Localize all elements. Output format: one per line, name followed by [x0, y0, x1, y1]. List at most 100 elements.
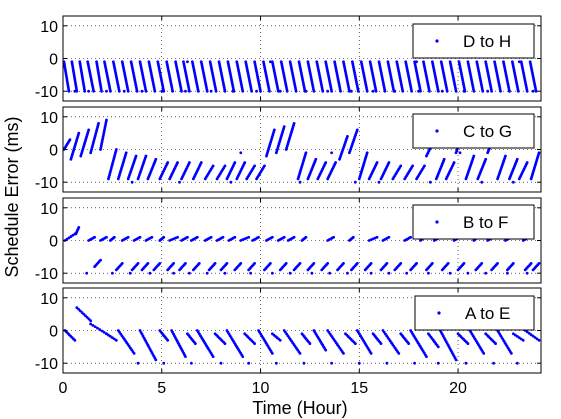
data-point [239, 261, 243, 265]
panel-d-to-h: -10 0 10 D to H [35, 15, 542, 102]
data-point [537, 338, 541, 342]
data-point [233, 235, 237, 239]
data-point [268, 89, 271, 93]
data-point [205, 271, 209, 275]
data-point [68, 138, 72, 142]
data-point [132, 351, 136, 355]
data-point [521, 338, 525, 342]
data-point [525, 89, 529, 93]
data-point [122, 89, 126, 93]
data-point [525, 330, 529, 334]
data-point [223, 342, 227, 345]
y-tick-label: -10 [35, 84, 58, 101]
legend-label: D to H [463, 32, 511, 51]
data-point [410, 89, 414, 93]
data-point [436, 361, 440, 365]
legend-label: A to E [465, 304, 510, 323]
data-point [112, 337, 116, 341]
data-point [413, 361, 416, 365]
x-tick-label: 10 [252, 380, 270, 397]
data-point [308, 342, 312, 345]
data-point [342, 351, 345, 355]
data-point [120, 261, 124, 265]
data-point [430, 261, 434, 265]
data-point [298, 180, 302, 184]
legend-marker [435, 129, 439, 133]
data-point [492, 361, 495, 365]
data-point [263, 164, 266, 168]
data-point [253, 164, 256, 168]
data-point [484, 271, 488, 275]
data-point [397, 351, 401, 355]
data-point [98, 328, 102, 331]
data-point [353, 342, 357, 345]
data-point [304, 89, 308, 93]
data-point [484, 157, 488, 161]
data-point [100, 89, 103, 93]
data-point [225, 261, 229, 265]
data-point [158, 261, 162, 265]
data-point [126, 235, 130, 239]
data-point [480, 261, 484, 265]
y-tick-label: 0 [49, 143, 58, 160]
legend-frame [414, 295, 535, 331]
data-point [209, 89, 213, 93]
data-point [355, 128, 359, 132]
data-point [134, 154, 138, 158]
data-point [513, 333, 517, 337]
data-point [369, 261, 373, 265]
legend-box: B to F [412, 204, 535, 240]
x-tick-labels: 0 5 10 15 20 [59, 380, 467, 397]
data-point [482, 351, 486, 355]
data-point [188, 161, 191, 164]
data-point [466, 271, 470, 275]
data-point [407, 342, 411, 345]
data-point [339, 89, 342, 93]
data-point [525, 271, 529, 275]
data-point [531, 89, 535, 93]
data-point [332, 235, 335, 239]
x-axis-label: Time (Hour) [252, 398, 347, 418]
data-point [184, 355, 187, 359]
data-points [62, 118, 541, 184]
data-point [162, 89, 166, 93]
data-point [282, 125, 286, 129]
data-point [371, 89, 375, 93]
y-tick-label: -10 [35, 266, 58, 283]
data-point [519, 337, 523, 341]
data-point [83, 89, 87, 93]
data-point [270, 235, 274, 239]
data-point [109, 89, 112, 93]
y-tick-label: -10 [35, 356, 58, 373]
data-point [150, 235, 154, 239]
data-point [67, 236, 71, 240]
data-point [330, 151, 334, 155]
data-point [186, 60, 189, 64]
data-point [496, 261, 499, 265]
data-point [278, 338, 282, 342]
data-point [211, 164, 215, 168]
data-point [160, 89, 164, 93]
y-tick-label: 0 [49, 324, 58, 341]
data-point [67, 89, 71, 93]
data-point [109, 334, 112, 338]
data-point [365, 89, 369, 93]
data-point [219, 361, 223, 365]
data-point [509, 351, 513, 355]
y-tick-label: 10 [40, 291, 58, 308]
data-point [472, 154, 476, 158]
data-point [114, 148, 118, 151]
data-point [445, 89, 449, 93]
data-point [144, 89, 148, 93]
data-point [255, 89, 258, 93]
data-point [425, 355, 428, 359]
data-point [195, 235, 199, 239]
y-tick-label: 10 [40, 19, 58, 36]
data-point [253, 342, 256, 345]
data-point [387, 161, 391, 164]
data-point [417, 89, 420, 93]
data-point [153, 89, 157, 93]
data-point [250, 89, 254, 93]
data-point [269, 60, 272, 64]
data-point [525, 161, 529, 164]
